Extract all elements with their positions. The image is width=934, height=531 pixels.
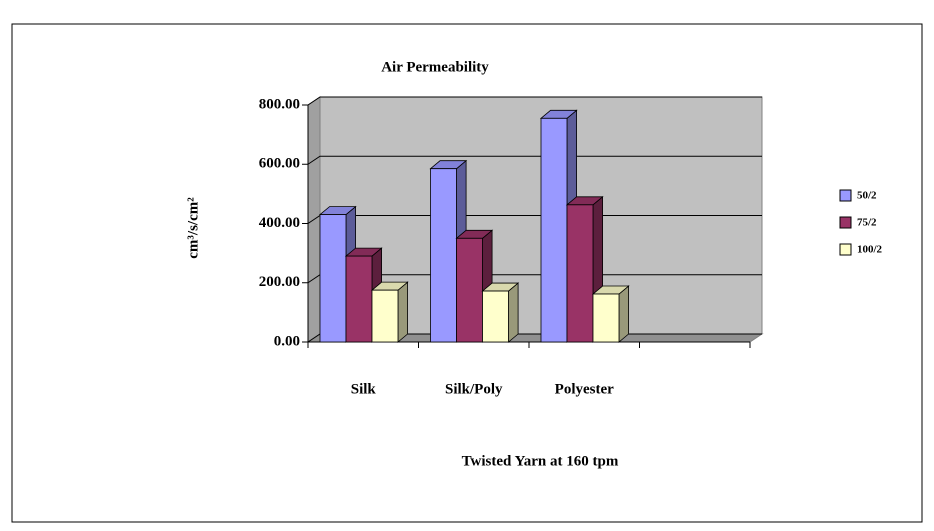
y-tick-label: 0.00 [274, 333, 300, 349]
y-axis-title: cm³/s/cm² [185, 197, 201, 259]
grid-line [307, 155, 762, 165]
x-tick-label: Silk [351, 381, 377, 397]
x-tick-label: Silk/Poly [445, 381, 503, 397]
bar-side [618, 285, 629, 343]
bar [345, 255, 373, 343]
y-tick-label: 200.00 [259, 274, 300, 290]
bar [566, 204, 594, 343]
x-tick-label: Polyester [555, 381, 614, 397]
legend-swatch [839, 189, 852, 202]
bar [371, 289, 399, 343]
legend-label: 75/2 [857, 217, 877, 229]
y-tick-label: 800.00 [259, 96, 300, 112]
grid-line [307, 96, 762, 106]
bar [430, 168, 457, 343]
bar [592, 293, 620, 343]
bar [456, 237, 483, 343]
bar [482, 290, 509, 343]
y-tick-label: 600.00 [259, 156, 300, 172]
chart-title: Air Permeability [381, 59, 489, 75]
y-tick-label: 400.00 [259, 215, 300, 231]
x-axis-title: Twisted Yarn at 160 tpm [462, 453, 619, 469]
bar [540, 117, 568, 343]
legend-label: 100/2 [857, 244, 883, 256]
bar-side [397, 281, 409, 343]
bar-side [508, 282, 519, 343]
legend-swatch [839, 243, 852, 256]
legend-label: 50/2 [857, 190, 877, 202]
bar [319, 214, 347, 343]
legend-swatch [839, 216, 852, 229]
